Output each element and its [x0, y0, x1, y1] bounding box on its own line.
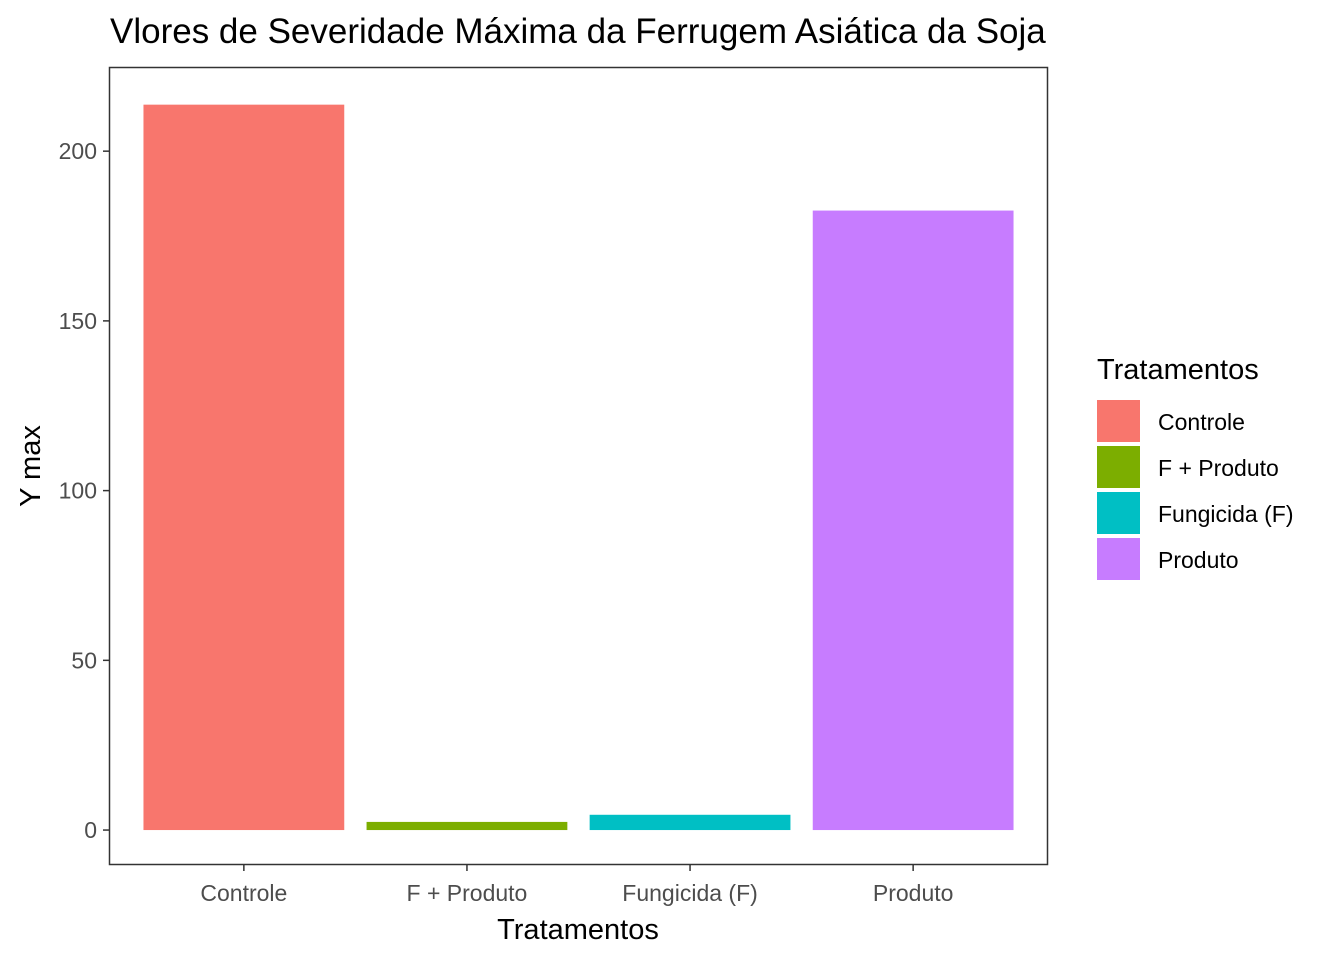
legend-label: Controle [1158, 409, 1245, 435]
legend-label: F + Produto [1158, 455, 1279, 481]
legend-label: Fungicida (F) [1158, 501, 1293, 527]
y-tick-label: 0 [84, 817, 97, 843]
bar-f-produto [366, 821, 568, 831]
legend-swatch [1097, 492, 1140, 534]
legend-swatch [1097, 538, 1140, 580]
y-tick-label: 50 [71, 647, 97, 673]
x-tick-label: Fungicida (F) [622, 880, 757, 906]
y-tick-label: 100 [59, 478, 97, 504]
bars-layer [143, 104, 1014, 831]
y-axis: 0 50 100 150 200 [59, 138, 110, 843]
legend-title: Tratamentos [1097, 354, 1259, 386]
y-tick-label: 150 [59, 308, 97, 334]
legend-swatch [1097, 446, 1140, 488]
legend-label: Produto [1158, 547, 1239, 573]
y-tick-label: 200 [59, 138, 97, 164]
chart-title: Vlores de Severidade Máxima da Ferrugem … [110, 12, 1046, 51]
x-tick-label: Produto [873, 880, 954, 906]
x-axis: Controle F + Produto Fungicida (F) Produto [200, 864, 953, 906]
bar-fungicida-f [589, 814, 791, 831]
legend: Tratamentos Controle F + Produto Fungicida… [1097, 354, 1293, 580]
bar-produto [812, 210, 1014, 831]
x-tick-label: Controle [200, 880, 287, 906]
legend-swatch [1097, 400, 1140, 442]
y-axis-title: Y max [15, 425, 47, 507]
x-tick-label: F + Produto [407, 880, 528, 906]
x-axis-title: Tratamentos [497, 914, 659, 946]
bar-controle [143, 104, 345, 831]
